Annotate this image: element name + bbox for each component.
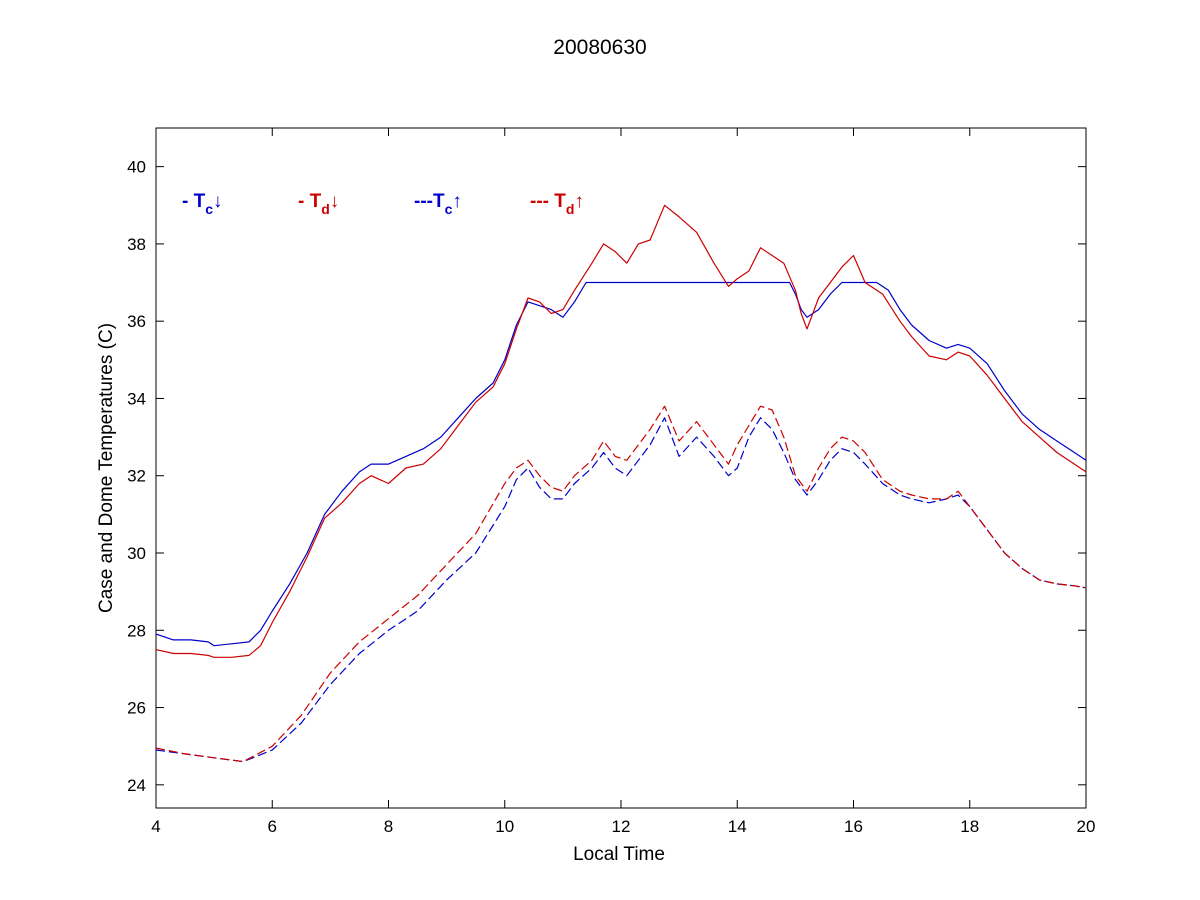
y-tick-label: 40 — [127, 158, 146, 177]
x-tick-label: 12 — [612, 817, 631, 836]
y-tick-label: 36 — [127, 312, 146, 331]
y-tick-label: 28 — [127, 621, 146, 640]
x-axis-label: Local Time — [573, 844, 665, 865]
y-tick-label: 34 — [127, 389, 146, 408]
x-tick-label: 16 — [844, 817, 863, 836]
y-tick-label: 24 — [127, 776, 146, 795]
x-tick-label: 18 — [960, 817, 979, 836]
series-line-1 — [155, 281, 1087, 647]
series-layer — [155, 204, 1087, 763]
series-line-3 — [155, 417, 1087, 763]
x-tick-label: 20 — [1077, 817, 1096, 836]
series-line-2 — [155, 204, 1087, 658]
legend-entry-2: - Td↓ — [298, 191, 339, 217]
series-line-4 — [155, 405, 1087, 763]
plot-area — [155, 127, 1087, 809]
legend-entry-4: --- Td↑ — [530, 191, 584, 217]
y-tick-label: 32 — [127, 467, 146, 486]
y-tick-label: 26 — [127, 699, 146, 718]
legend: - Tc↓ - Td↓ ---Tc↑ --- Td↑ — [182, 191, 584, 217]
x-tick-label: 10 — [495, 817, 514, 836]
x-tick-label: 14 — [728, 817, 747, 836]
legend-entry-3: ---Tc↑ — [414, 191, 462, 217]
y-axis: 24 26 28 30 32 34 36 38 40 — [127, 158, 1086, 795]
y-axis-label: Case and Dome Temperatures (C) — [96, 323, 117, 613]
x-tick-label: 8 — [384, 817, 393, 836]
x-tick-label: 6 — [268, 817, 277, 836]
x-axis: 4 6 8 10 12 14 16 18 20 — [151, 128, 1095, 836]
x-tick-label: 4 — [151, 817, 160, 836]
chart-title: 20080630 — [553, 36, 646, 59]
y-tick-label: 38 — [127, 235, 146, 254]
y-tick-label: 30 — [127, 544, 146, 563]
legend-entry-1: - Tc↓ — [182, 191, 223, 217]
